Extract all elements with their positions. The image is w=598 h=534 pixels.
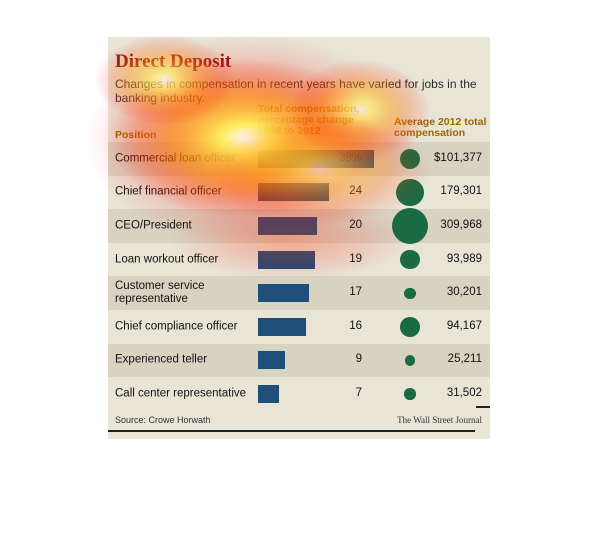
pct-change-column-header: Total compensation, percentage change 20… xyxy=(258,103,360,137)
table-row: Chief compliance officer 16 94,167 xyxy=(108,310,490,344)
position-label: Loan workout officer xyxy=(115,253,219,266)
table-row: Call center representative 7 31,502 xyxy=(108,377,490,411)
pct-change-bar xyxy=(258,183,330,202)
avg-comp-dot xyxy=(400,316,420,337)
avg-comp-label: 94,167 xyxy=(446,319,482,332)
chart-card: Direct Deposit Changes in compensation i… xyxy=(108,37,490,439)
source-note: Source: Crowe Horwath xyxy=(115,415,211,425)
avg-comp-dot xyxy=(392,208,428,244)
avg-comp-column-header: Average 2012 total compensation xyxy=(394,116,487,139)
avg-comp-dot xyxy=(404,388,416,400)
position-label: Chief financial officer xyxy=(115,185,222,198)
table-row: Chief financial officer 24 179,301 xyxy=(108,176,490,210)
avg-comp-label: 93,989 xyxy=(446,252,482,265)
pct-change-bar xyxy=(258,250,315,269)
avg-comp-dot xyxy=(404,355,416,366)
pct-change-label: 17 xyxy=(349,286,362,299)
position-label: Customer service representative xyxy=(115,280,205,306)
chart-title: Direct Deposit xyxy=(115,51,232,72)
pct-change-label: 24 xyxy=(349,185,362,198)
pct-change-bar xyxy=(258,317,306,336)
position-label: Commercial loan officer xyxy=(115,152,236,165)
pct-change-bar xyxy=(258,351,285,370)
table-row: CEO/President 20 309,968 xyxy=(108,208,490,244)
avg-comp-label: 179,301 xyxy=(440,185,482,198)
position-label: CEO/President xyxy=(115,219,192,232)
avg-comp-label: 30,201 xyxy=(446,286,482,299)
avg-comp-dot xyxy=(396,178,424,207)
position-label: Call center representative xyxy=(115,387,247,400)
position-label: Experienced teller xyxy=(115,353,208,366)
position-column-header: Position xyxy=(115,129,157,141)
avg-comp-dot xyxy=(400,249,420,270)
avg-comp-dot xyxy=(399,148,421,170)
divider-line xyxy=(476,406,490,408)
pct-change-label: 19 xyxy=(349,252,362,265)
chart-rows: Commercial loan officer 39% $101,377 Chief … xyxy=(108,142,490,411)
divider-line xyxy=(108,430,308,432)
pct-change-label: 20 xyxy=(349,218,362,231)
pct-change-label: 7 xyxy=(355,386,362,399)
table-row: Commercial loan officer 39% $101,377 xyxy=(108,142,490,176)
avg-comp-dot xyxy=(404,287,416,299)
position-label: Chief compliance officer xyxy=(115,320,238,333)
pct-change-bar xyxy=(258,384,279,403)
pct-change-label: 16 xyxy=(349,319,362,332)
avg-comp-label: 31,502 xyxy=(446,386,482,399)
avg-comp-label: $101,377 xyxy=(434,151,482,164)
pct-change-bar xyxy=(258,284,309,303)
divider-line xyxy=(295,430,475,432)
publication-credit: The Wall Street Journal xyxy=(397,415,482,425)
table-row: Loan workout officer 19 93,989 xyxy=(108,243,490,277)
table-row: Experienced teller 9 25,211 xyxy=(108,343,490,378)
pct-change-label: 39% xyxy=(338,151,362,164)
avg-comp-label: 25,211 xyxy=(447,353,482,366)
table-row: Customer service representative 17 30,201 xyxy=(108,276,490,310)
pct-change-label: 9 xyxy=(355,353,362,366)
chart-subtitle: Changes in compensation in recent years … xyxy=(115,77,477,105)
pct-change-bar xyxy=(258,216,318,235)
avg-comp-label: 309,968 xyxy=(440,218,482,231)
